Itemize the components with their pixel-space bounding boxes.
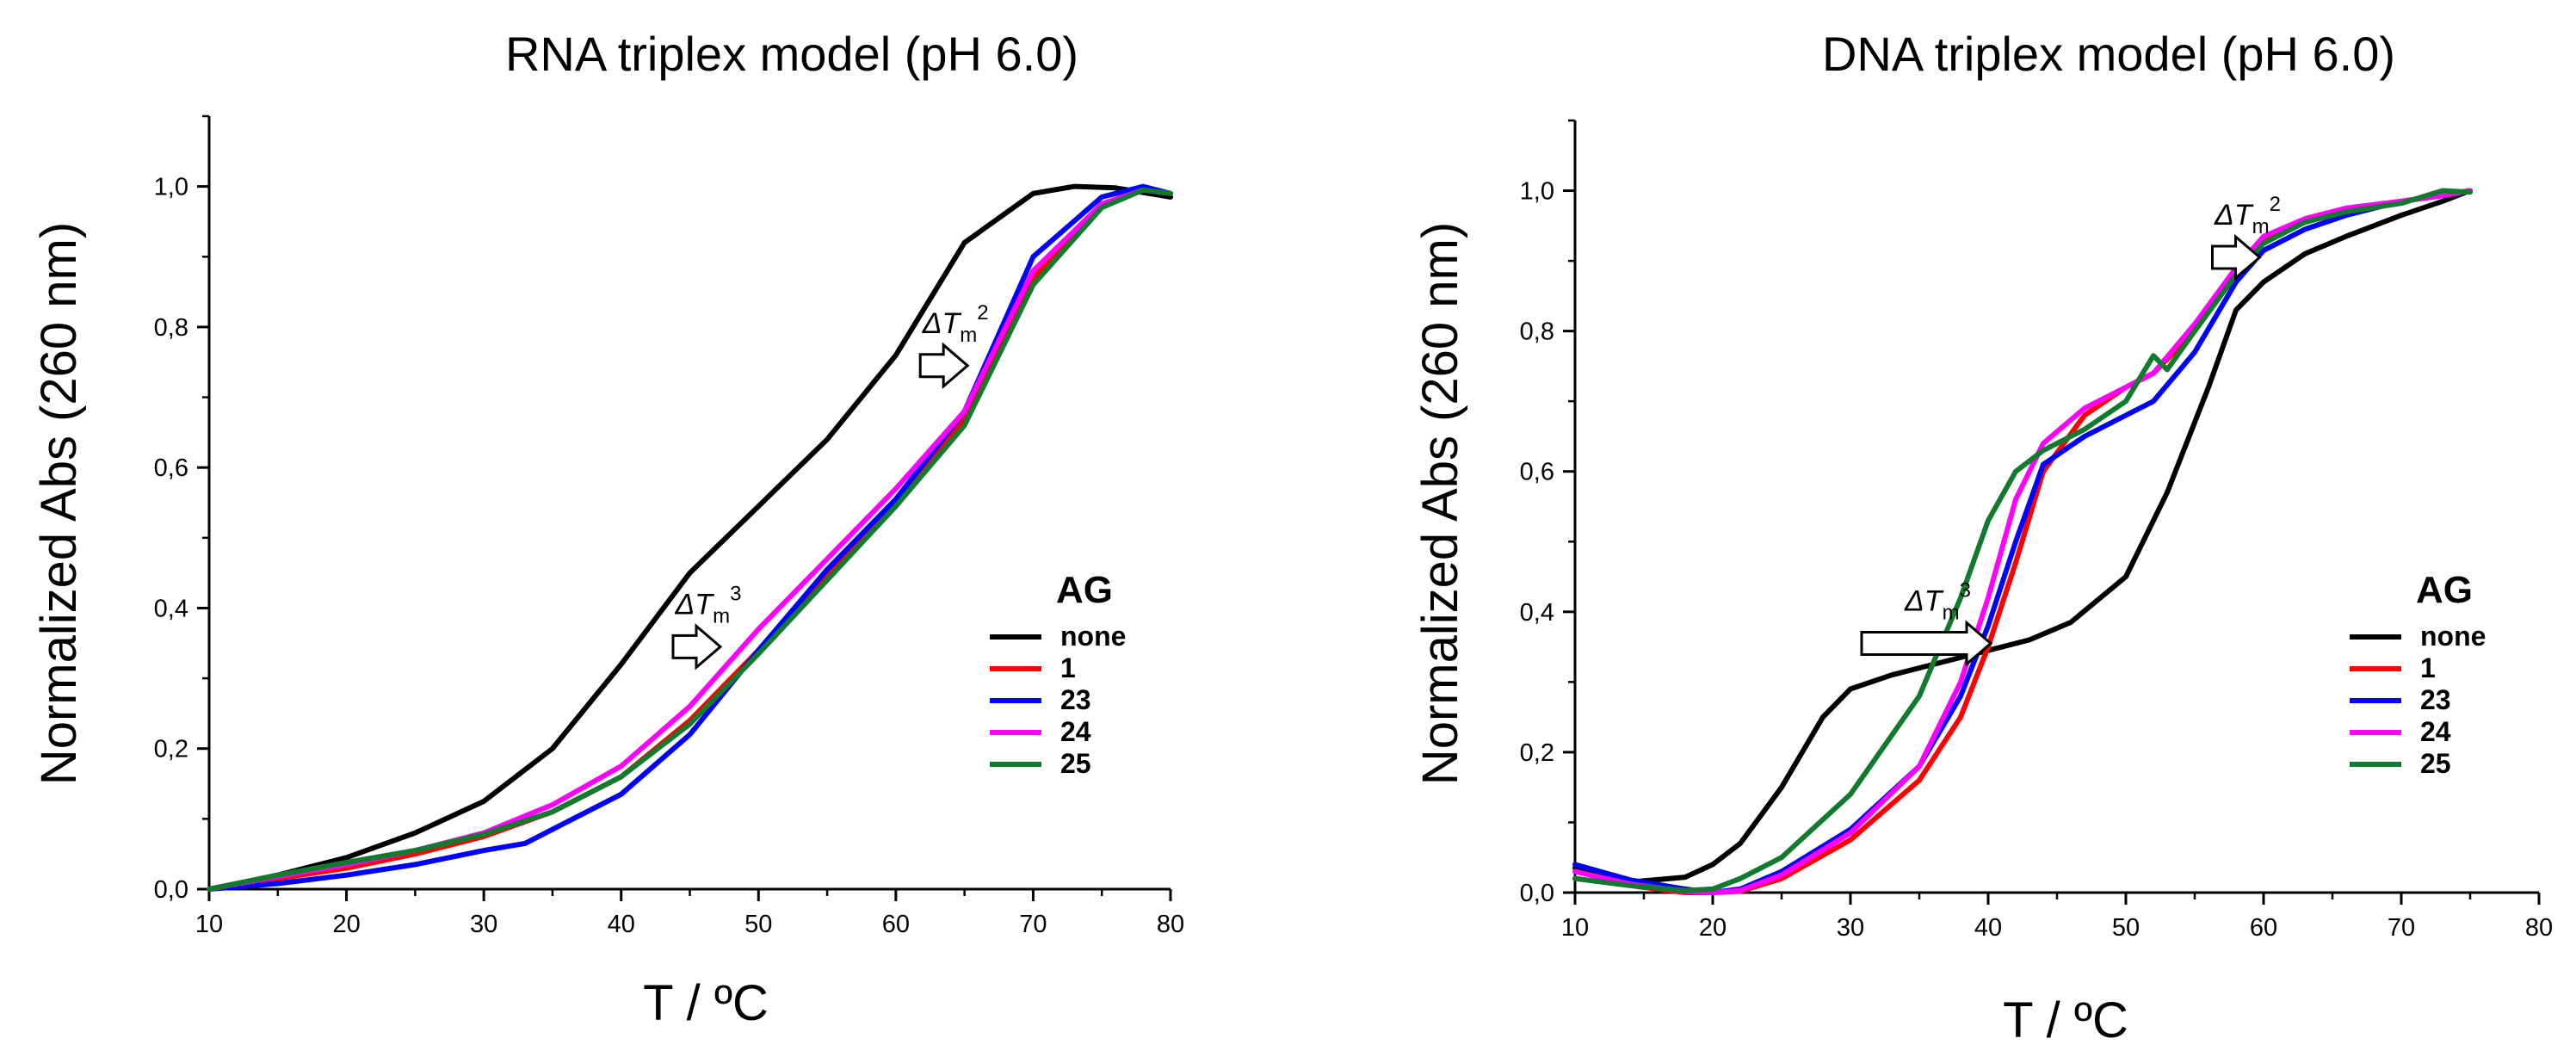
y-tick-label: 0,0 <box>154 876 188 904</box>
y-tick-label: 1,0 <box>154 174 188 201</box>
annotation-sub: m <box>713 604 730 627</box>
x-tick-label: 80 <box>1157 911 1184 938</box>
series-line-1 <box>1572 188 2473 895</box>
annotation-delta: ΔT <box>674 588 714 621</box>
annotation-label: ΔTm2 <box>922 301 989 347</box>
legend-label-none: none <box>2420 621 2486 652</box>
legend-title: AG <box>2416 569 2473 611</box>
annotation-sup: 3 <box>730 582 741 605</box>
y-tick-label: 0,2 <box>154 736 188 763</box>
legend-label-25: 25 <box>2420 748 2451 779</box>
y-axis-label: Normalized Abs (260 nm) <box>31 222 87 785</box>
y-tick-label: 1,0 <box>1520 178 1554 206</box>
x-tick-label: 20 <box>1699 914 1727 942</box>
series-line-25 <box>1572 188 2473 893</box>
chart-title: RNA triplex model (pH 6.0) <box>505 27 1078 81</box>
annotation-sup: 3 <box>1960 579 1971 603</box>
annotation-sub: m <box>960 324 977 347</box>
annotation-sub: m <box>2252 215 2270 238</box>
chart-panel-1: RNA triplex model (pH 6.0) 10 20 30 40 50 60 70… <box>31 27 1184 1031</box>
series-line-24 <box>1572 188 2473 895</box>
series-line-25 <box>207 187 1173 892</box>
x-tick-label: 50 <box>2112 914 2140 942</box>
annotation-sup: 2 <box>2270 193 2281 216</box>
y-tick-label: 0,6 <box>1520 459 1554 486</box>
chart-title: DNA triplex model (pH 6.0) <box>1822 27 2395 81</box>
x-tick-label: 40 <box>1974 914 2002 942</box>
x-tick-label: 70 <box>1019 911 1047 938</box>
annotation-sup: 2 <box>977 301 988 324</box>
legend-label-1: 1 <box>2420 652 2436 683</box>
chart-panel-2: DNA triplex model (pH 6.0) 10 20 30 40 50 60 70… <box>1412 27 2553 1048</box>
y-axis-label: Normalized Abs (260 nm) <box>1412 222 1468 785</box>
x-tick-label: 80 <box>2525 914 2553 942</box>
annotation-label: ΔTm2 <box>2214 193 2281 238</box>
annotation-delta: ΔT <box>2214 199 2254 232</box>
series-line-none <box>1572 188 2473 885</box>
series-line-23 <box>207 183 1173 892</box>
legend-label-24: 24 <box>1060 716 1091 747</box>
annotation-arrow <box>1860 620 1993 667</box>
y-tick-label: 0,2 <box>1520 739 1554 767</box>
legend-label-23: 23 <box>2420 684 2451 715</box>
legend-label-none: none <box>1060 621 1126 652</box>
annotation-sub: m <box>1943 602 1960 625</box>
annotation-label: ΔTm3 <box>1904 579 1971 625</box>
legend-label-24: 24 <box>2420 716 2451 747</box>
legend-label-25: 25 <box>1060 748 1091 779</box>
annotation-label: ΔTm3 <box>674 582 741 627</box>
annotation-arrow <box>2211 233 2262 281</box>
y-tick-label: 0,4 <box>1520 599 1554 627</box>
y-tick-label: 0,8 <box>154 314 188 342</box>
y-tick-label: 0,0 <box>1520 880 1554 907</box>
x-tick-label: 40 <box>608 911 635 938</box>
annotation-arrow <box>671 623 723 671</box>
legend-label-1: 1 <box>1060 652 1076 683</box>
x-tick-label: 30 <box>1837 914 1864 942</box>
y-tick-label: 0,6 <box>154 454 188 482</box>
annotation-arrow <box>918 342 970 390</box>
x-tick-label: 10 <box>1561 914 1589 942</box>
annotation-delta: ΔT <box>1904 585 1944 618</box>
x-tick-label: 20 <box>332 911 360 938</box>
annotation-delta: ΔT <box>922 307 962 340</box>
x-tick-label: 50 <box>744 911 772 938</box>
x-tick-label: 10 <box>195 911 223 938</box>
legend-title: AG <box>1056 569 1113 611</box>
legend-label-23: 23 <box>1060 684 1091 715</box>
series-line-none <box>207 183 1173 892</box>
x-axis-label: T / ºC <box>2003 992 2128 1048</box>
x-tick-label: 60 <box>2250 914 2277 942</box>
x-tick-label: 60 <box>882 911 910 938</box>
y-tick-label: 0,8 <box>1520 318 1554 346</box>
x-axis-label: T / ºC <box>643 975 769 1031</box>
y-tick-label: 0,4 <box>154 595 188 622</box>
x-tick-label: 70 <box>2388 914 2415 942</box>
x-tick-label: 30 <box>470 911 497 938</box>
